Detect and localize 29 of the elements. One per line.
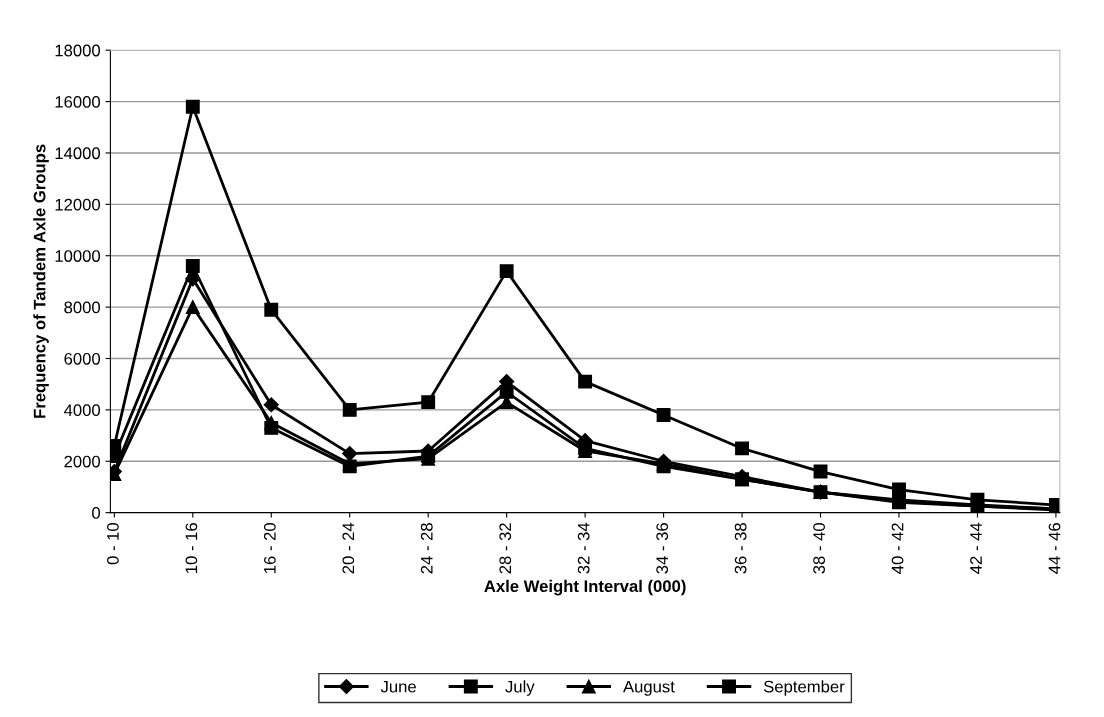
y-tick-label: 2000 bbox=[64, 455, 101, 468]
x-tick-label: 36 - 38 bbox=[734, 523, 747, 574]
x-tick-label: 20 - 24 bbox=[342, 522, 355, 574]
x-tick-label: 38 - 40 bbox=[813, 523, 825, 574]
legend-label: June bbox=[380, 680, 416, 693]
x-tick-label: 34 - 36 bbox=[656, 523, 669, 574]
x-axis-title: Axle Weight Interval (000) bbox=[484, 579, 686, 596]
legend-label: September bbox=[763, 680, 845, 696]
y-tick-label: 4000 bbox=[63, 404, 101, 417]
y-tick-label: 10000 bbox=[55, 250, 101, 262]
x-tick-label: 0 - 10 bbox=[107, 523, 119, 565]
x-tick-label: 40 - 42 bbox=[891, 523, 904, 574]
legend-label: July bbox=[505, 680, 535, 696]
y-tick-label: 16000 bbox=[55, 95, 101, 108]
y-tick-label: 8000 bbox=[64, 301, 101, 314]
x-tick-label: 10 - 16 bbox=[185, 523, 198, 573]
y-tick-label: 14000 bbox=[55, 147, 101, 160]
y-tick-label: 6000 bbox=[64, 352, 101, 365]
y-tick-label: 18000 bbox=[55, 44, 101, 57]
x-tick-label: 44 - 46 bbox=[1048, 523, 1061, 574]
x-tick-label: 42 - 44 bbox=[970, 522, 982, 574]
y-axis-title: Frequency of Tandem Axle Groups bbox=[33, 144, 49, 418]
legend-label: August bbox=[623, 680, 675, 696]
x-tick-label: 24 - 28 bbox=[420, 523, 433, 574]
y-tick-label: 12000 bbox=[55, 198, 101, 211]
y-tick-label: 0 bbox=[92, 507, 101, 519]
x-tick-label: 28 - 32 bbox=[499, 523, 512, 574]
x-tick-label: 32 - 34 bbox=[577, 522, 590, 574]
x-tick-label: 16 - 20 bbox=[263, 523, 276, 573]
